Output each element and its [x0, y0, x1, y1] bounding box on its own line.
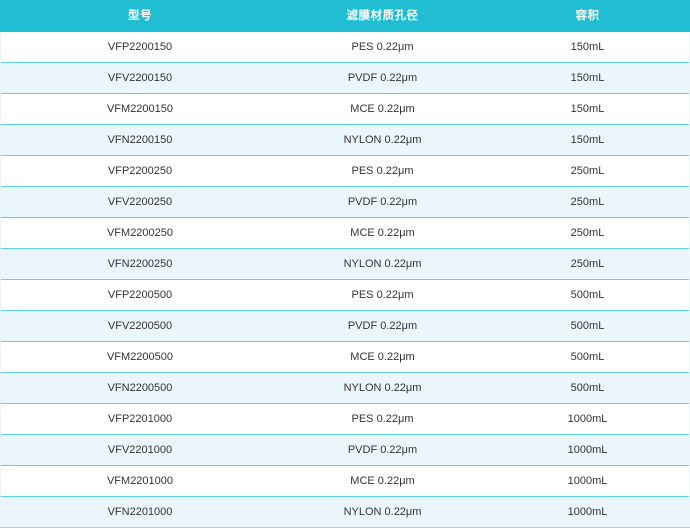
cell-media: PES 0.22μm — [280, 279, 485, 311]
cell-volume: 500mL — [485, 310, 690, 342]
table-row: VFN2200500 NYLON 0.22μm 500mL — [0, 372, 690, 404]
cell-media: MCE 0.22μm — [280, 217, 485, 249]
cell-volume: 250mL — [485, 155, 690, 187]
table-row: VFV2200250 PVDF 0.22μm 250mL — [0, 186, 690, 218]
cell-volume: 250mL — [485, 217, 690, 249]
cell-volume: 250mL — [485, 248, 690, 280]
cell-model: VFP2200250 — [0, 155, 280, 187]
cell-model: VFV2200500 — [0, 310, 280, 342]
cell-model: VFN2200250 — [0, 248, 280, 280]
cell-volume: 500mL — [485, 341, 690, 373]
table-header-row: 型号 滤膜材质孔径 容积 — [0, 0, 690, 32]
cell-media: PVDF 0.22μm — [280, 62, 485, 94]
table-row: VFP2200150 PES 0.22μm 150mL — [0, 32, 690, 63]
table-row: VFP2201000 PES 0.22μm 1000mL — [0, 403, 690, 435]
cell-volume: 150mL — [485, 62, 690, 94]
cell-model: VFV2200250 — [0, 186, 280, 218]
cell-media: PES 0.22μm — [280, 155, 485, 187]
cell-volume: 250mL — [485, 186, 690, 218]
cell-model: VFP2201000 — [0, 403, 280, 435]
cell-media: PVDF 0.22μm — [280, 434, 485, 466]
cell-model: VFM2200250 — [0, 217, 280, 249]
table-header: 型号 滤膜材质孔径 容积 — [0, 0, 690, 32]
cell-volume: 500mL — [485, 279, 690, 311]
cell-model: VFM2201000 — [0, 465, 280, 497]
cell-volume: 1000mL — [485, 434, 690, 466]
column-header-volume: 容积 — [485, 0, 690, 32]
column-header-model: 型号 — [0, 0, 280, 32]
cell-media: PES 0.22μm — [280, 403, 485, 435]
cell-model: VFN2201000 — [0, 496, 280, 528]
cell-volume: 1000mL — [485, 403, 690, 435]
cell-media: NYLON 0.22μm — [280, 248, 485, 280]
table-row: VFM2200250 MCE 0.22μm 250mL — [0, 217, 690, 249]
table-row: VFV2200150 PVDF 0.22μm 150mL — [0, 62, 690, 94]
cell-model: VFP2200500 — [0, 279, 280, 311]
cell-media: MCE 0.22μm — [280, 465, 485, 497]
table-row: VFM2200150 MCE 0.22μm 150mL — [0, 93, 690, 125]
table-row: VFP2200250 PES 0.22μm 250mL — [0, 155, 690, 187]
cell-model: VFV2200150 — [0, 62, 280, 94]
cell-volume: 500mL — [485, 372, 690, 404]
table-row: VFM2201000 MCE 0.22μm 1000mL — [0, 465, 690, 497]
table-row: VFV2200500 PVDF 0.22μm 500mL — [0, 310, 690, 342]
table-row: VFN2201000 NYLON 0.22μm 1000mL — [0, 496, 690, 528]
table-row: VFN2200250 NYLON 0.22μm 250mL — [0, 248, 690, 280]
cell-media: NYLON 0.22μm — [280, 496, 485, 528]
cell-media: MCE 0.22μm — [280, 93, 485, 125]
cell-media: PES 0.22μm — [351, 41, 414, 53]
cell-media: NYLON 0.22μm — [280, 124, 485, 156]
table-row: VFN2200150 NYLON 0.22μm 150mL — [0, 124, 690, 156]
table-body: VFP2200150 PES 0.22μm 150mL VFV2200150 PVDF … — [0, 32, 690, 528]
cell-media: MCE 0.22μm — [280, 341, 485, 373]
column-header-media: 滤膜材质孔径 — [280, 0, 485, 32]
table-row: VFP2200500 PES 0.22μm 500mL — [0, 279, 690, 311]
cell-media: NYLON 0.22μm — [280, 372, 485, 404]
cell-model: VFP2200150 — [107, 41, 173, 53]
table-row: VFM2200500 MCE 0.22μm 500mL — [0, 341, 690, 373]
cell-model: VFM2200500 — [0, 341, 280, 373]
cell-volume: 1000mL — [485, 465, 690, 497]
cell-model: VFM2200150 — [0, 93, 280, 125]
cell-media: PVDF 0.22μm — [280, 186, 485, 218]
cell-media: PVDF 0.22μm — [280, 310, 485, 342]
cell-volume: 1000mL — [485, 496, 690, 528]
cell-model: VFN2200500 — [0, 372, 280, 404]
cell-volume: 150mL — [570, 41, 605, 53]
cell-model: VFV2201000 — [0, 434, 280, 466]
table-row: VFV2201000 PVDF 0.22μm 1000mL — [0, 434, 690, 466]
cell-volume: 150mL — [485, 93, 690, 125]
cell-model: VFN2200150 — [0, 124, 280, 156]
cell-volume: 150mL — [485, 124, 690, 156]
